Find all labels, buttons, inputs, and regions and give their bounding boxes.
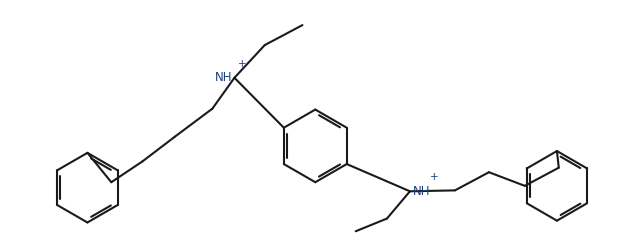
Text: NH: NH <box>215 71 232 84</box>
Text: +: + <box>238 59 246 69</box>
Text: NH: NH <box>413 185 430 198</box>
Text: +: + <box>430 172 438 182</box>
